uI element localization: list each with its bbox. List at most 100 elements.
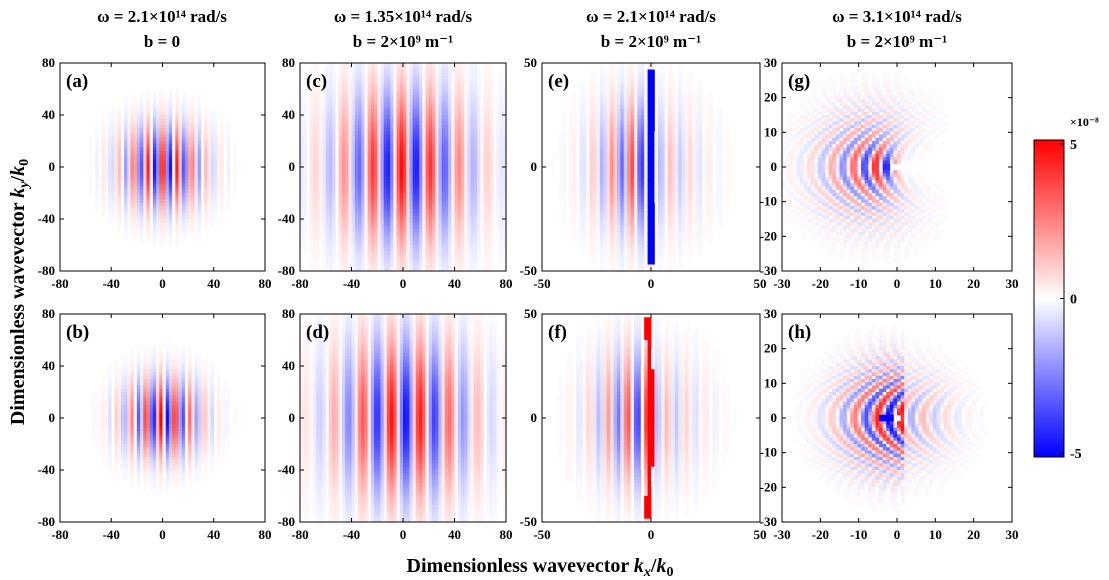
heatmap-cell (184, 121, 189, 126)
heatmap-cell (178, 176, 183, 181)
heatmap-cell (454, 92, 459, 96)
heatmap-cell (216, 434, 221, 438)
heatmap-cell (146, 437, 151, 442)
heatmap-cell (496, 121, 500, 126)
heatmap-cell (357, 63, 362, 67)
heatmap-cell (114, 167, 119, 171)
heatmap-cell (502, 76, 507, 80)
heatmap-cell (181, 450, 186, 455)
heatmap-cell (489, 111, 494, 116)
heatmap-cell (386, 118, 391, 122)
heatmap-cell (399, 82, 404, 87)
heatmap-cell (328, 118, 333, 122)
heatmap-cell (191, 124, 195, 129)
heatmap-cell (146, 398, 151, 403)
heatmap-cell (204, 105, 208, 109)
heatmap-cell (207, 421, 211, 425)
heatmap-cell (386, 121, 391, 126)
heatmap-cell (117, 180, 122, 184)
heatmap-cell (226, 147, 231, 152)
heatmap-cell (220, 447, 224, 451)
heatmap-cell (431, 121, 436, 126)
heatmap-cell (156, 131, 160, 135)
heatmap-cell (143, 105, 147, 109)
heatmap-cell (210, 167, 215, 171)
heatmap-cell (130, 102, 135, 106)
heatmap-cell (377, 69, 381, 74)
heatmap-cell (172, 414, 176, 419)
heatmap-cell (480, 121, 484, 126)
heatmap-cell (431, 115, 436, 119)
heatmap-cell (191, 95, 195, 100)
heatmap-cell (431, 124, 436, 129)
heatmap-cell (422, 137, 426, 142)
heatmap-cell (390, 128, 394, 132)
heatmap-cell (162, 241, 167, 246)
heatmap-cell (120, 150, 125, 155)
heatmap-cell (88, 144, 93, 148)
heatmap-cell (117, 427, 122, 432)
heatmap-cell (441, 150, 446, 155)
heatmap-cell (377, 147, 381, 152)
heatmap-cell (162, 401, 167, 406)
heatmap-cell (194, 398, 199, 403)
heatmap-cell (316, 124, 320, 129)
heatmap-cell (162, 209, 167, 213)
heatmap-cell (367, 115, 372, 119)
heatmap-cell (108, 134, 112, 139)
heatmap-cell (140, 215, 144, 220)
heatmap-cell (143, 173, 147, 178)
heatmap-cell (467, 85, 471, 90)
heatmap-cell (191, 108, 195, 113)
heatmap-cell (493, 137, 497, 142)
heatmap-cell (486, 63, 491, 67)
heatmap-cell (124, 202, 128, 207)
heatmap-cell (178, 131, 183, 135)
heatmap-cell (332, 89, 336, 93)
heatmap-cell (486, 82, 491, 87)
heatmap-cell (133, 193, 138, 197)
y-tick-label: 80 (42, 306, 55, 321)
heatmap-cell (143, 196, 147, 200)
heatmap-cell (473, 157, 478, 161)
heatmap-cell (399, 66, 404, 70)
heatmap-cell (303, 111, 307, 116)
heatmap-cell (152, 98, 157, 103)
heatmap-cell (415, 121, 420, 126)
heatmap-cell (194, 160, 199, 165)
heatmap-cell (370, 163, 375, 168)
heatmap-cell (502, 98, 507, 103)
heatmap-cell (348, 92, 352, 96)
heatmap-cell (226, 121, 231, 126)
heatmap-cell (207, 115, 211, 119)
heatmap-cell (136, 447, 141, 451)
heatmap-cell (188, 466, 192, 471)
heatmap-cell (431, 160, 436, 165)
heatmap-cell (168, 141, 173, 145)
heatmap-cell (223, 447, 227, 451)
heatmap-cell (220, 434, 224, 438)
heatmap-cell (188, 209, 192, 213)
heatmap-cell (345, 92, 349, 96)
heatmap-cell (194, 163, 199, 168)
heatmap-cell (175, 219, 179, 223)
heatmap-cell (194, 147, 199, 152)
heatmap-cell (88, 137, 93, 142)
heatmap-cell (133, 444, 138, 448)
heatmap-cell (319, 141, 323, 145)
heatmap-cell (444, 76, 449, 80)
heatmap-cell (127, 408, 131, 412)
y-tick-label: 80 (42, 55, 55, 70)
heatmap-cell (124, 199, 128, 204)
heatmap-cell (354, 76, 359, 80)
heatmap-cell (328, 85, 333, 90)
heatmap-cell (136, 405, 141, 409)
heatmap-cell (390, 72, 394, 77)
heatmap-cell (156, 173, 160, 178)
heatmap-cell (335, 160, 340, 165)
heatmap-cell (232, 147, 237, 152)
heatmap-cell (499, 95, 504, 100)
heatmap-cell (370, 105, 375, 109)
heatmap-cell (133, 111, 138, 116)
heatmap-cell (95, 202, 99, 207)
